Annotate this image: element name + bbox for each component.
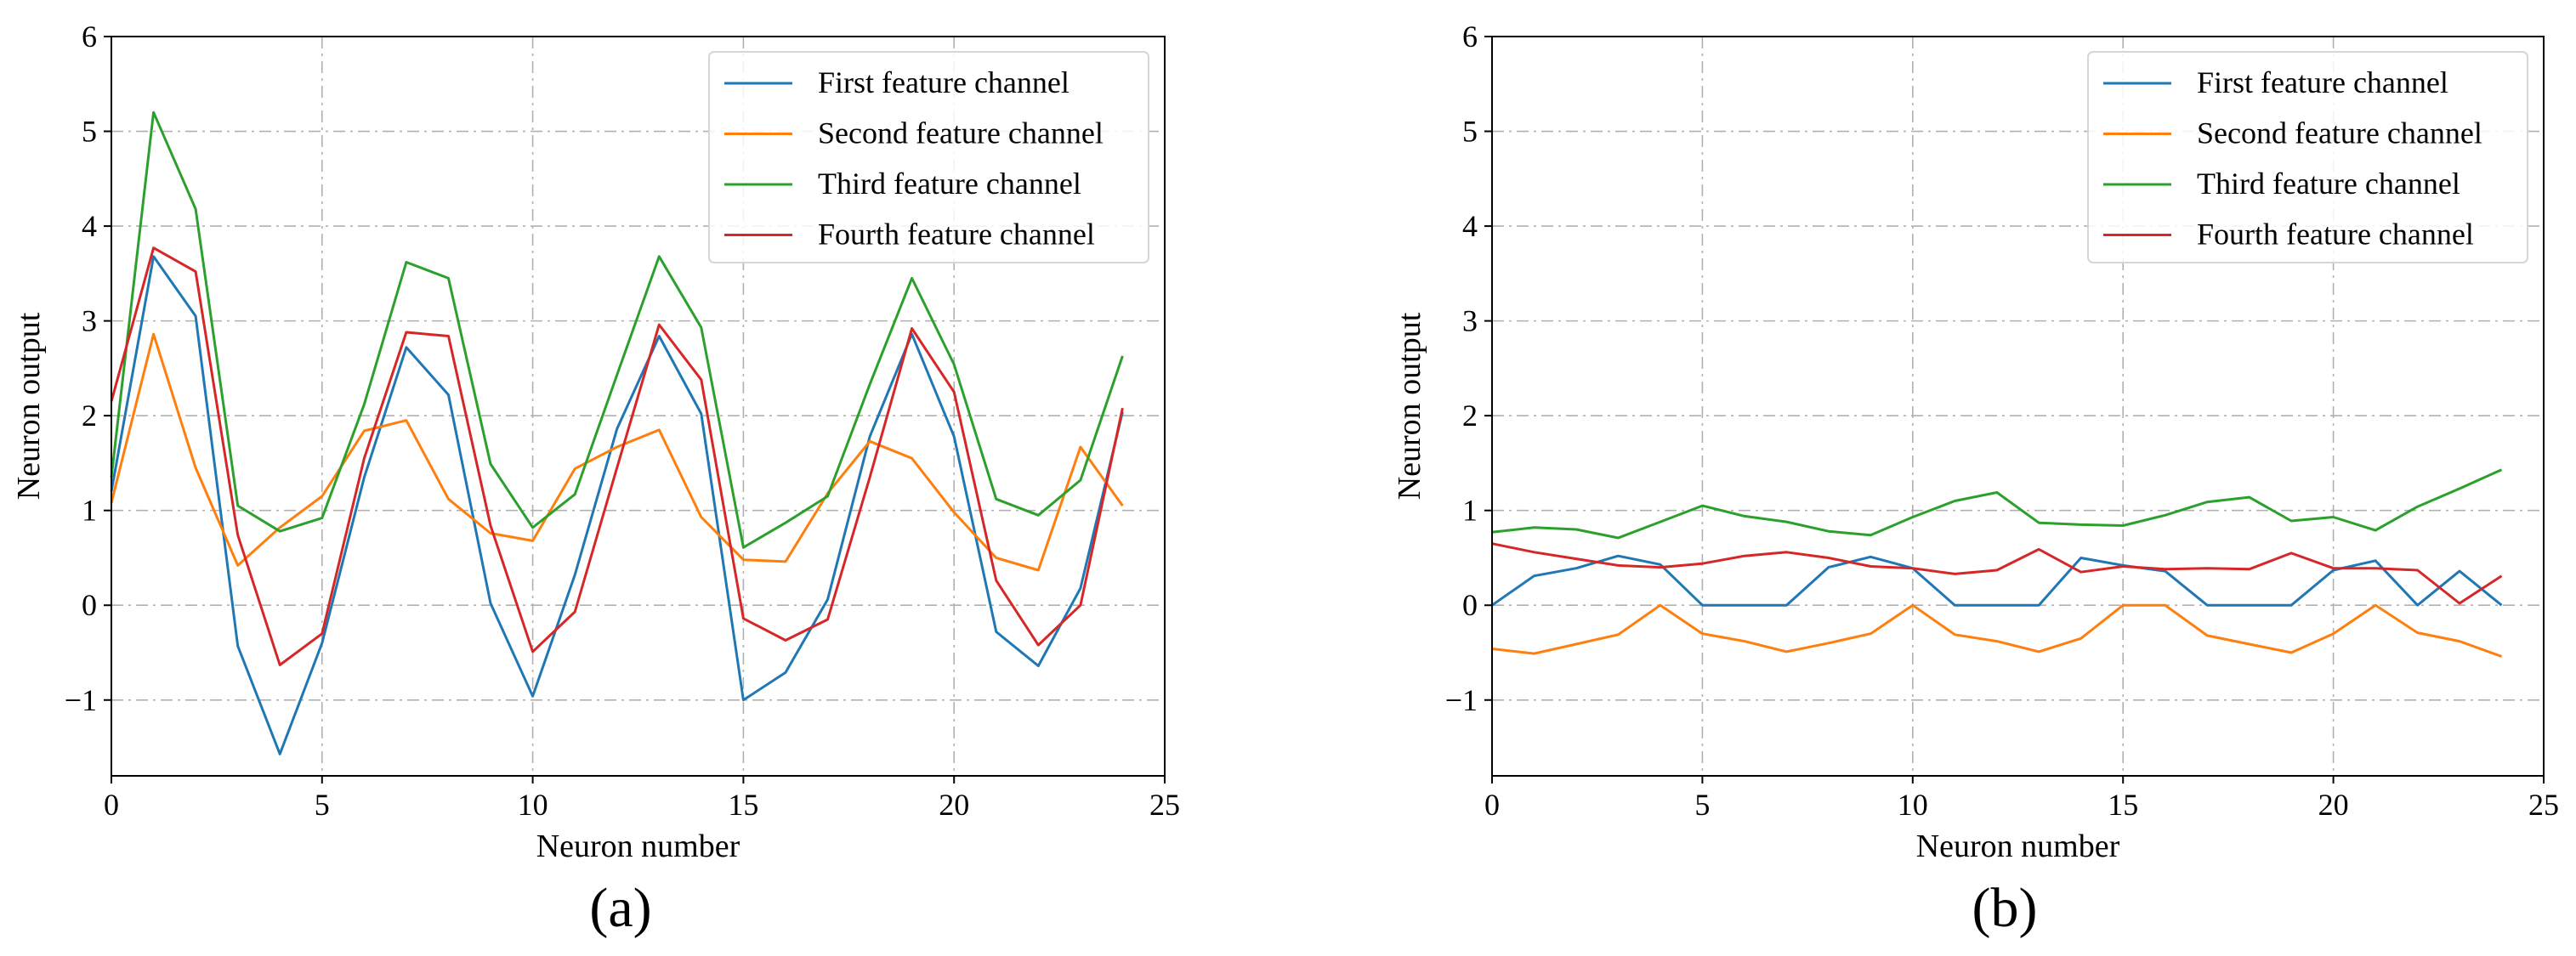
chart-panel-a: 0 5 10 15 20 25 −1 0 1 2 3 4 5 6 Neuron number Neuron o… <box>11 20 1180 939</box>
panel-caption: (a) <box>589 877 651 939</box>
y-tick-label: 3 <box>1462 304 1478 338</box>
x-tick-label: 20 <box>939 788 969 822</box>
x-tick-label: 5 <box>315 788 330 822</box>
legend-label-4: Fourth feature channel <box>818 218 1095 252</box>
chart-panel-b: 0 5 10 15 20 25 −1 0 1 2 3 4 5 6 Neuron number Neuron o… <box>1392 20 2559 939</box>
y-tick-label: 6 <box>1462 20 1478 54</box>
y-axis-label: Neuron output <box>1392 312 1427 500</box>
series-line-2 <box>110 332 1124 572</box>
y-tick-label: 2 <box>1462 399 1478 433</box>
y-tick-label: 5 <box>1462 115 1478 149</box>
y-tick-label: 3 <box>82 304 97 338</box>
y-tick-label: 6 <box>82 20 97 54</box>
plot-frame <box>1491 36 2545 777</box>
y-tick-label: 2 <box>82 399 97 433</box>
plot-frame <box>111 36 1166 777</box>
legend-frame <box>708 51 1149 263</box>
panel-caption: (b) <box>1972 877 2038 939</box>
legend-frame <box>2087 51 2528 263</box>
x-tick-label: 10 <box>1898 788 1928 822</box>
x-tick-label: 0 <box>104 788 119 822</box>
series-line-1 <box>1491 554 2503 607</box>
series-line-4 <box>1491 542 2503 605</box>
x-axis-label: Neuron number <box>1916 829 2120 864</box>
legend-label-1: First feature channel <box>818 65 1070 99</box>
y-tick-label: 1 <box>82 494 97 528</box>
legend: First feature channel Second feature chan… <box>2087 51 2528 263</box>
legend-label-3: Third feature channel <box>2197 167 2460 201</box>
y-tick-label: −1 <box>65 683 97 717</box>
x-axis-label: Neuron number <box>536 829 740 864</box>
y-tick-label: 1 <box>1462 494 1478 528</box>
x-tick-label: 0 <box>1484 788 1500 822</box>
y-tick-label: 0 <box>1462 588 1478 622</box>
x-tick-label: 25 <box>1149 788 1180 822</box>
series-line-4 <box>110 246 1124 666</box>
x-tick-label: 5 <box>1694 788 1710 822</box>
y-axis-label: Neuron output <box>11 312 47 500</box>
x-tick-label: 10 <box>518 788 548 822</box>
legend-label-4: Fourth feature channel <box>2197 218 2474 252</box>
legend: First feature channel Second feature chan… <box>708 51 1149 263</box>
y-tick-label: 4 <box>82 209 97 243</box>
x-tick-label: 15 <box>728 788 758 822</box>
series-line-2 <box>1491 603 2503 658</box>
y-tick-label: 5 <box>82 115 97 149</box>
y-tick-label: −1 <box>1445 683 1478 717</box>
y-tick-label: 0 <box>82 588 97 622</box>
x-tick-label: 20 <box>2318 788 2349 822</box>
series-line-3 <box>1491 468 2503 540</box>
x-tick-label: 15 <box>2108 788 2138 822</box>
legend-label-3: Third feature channel <box>818 167 1081 201</box>
series-line-1 <box>110 255 1124 755</box>
y-tick-label: 4 <box>1462 209 1478 243</box>
legend-label-2: Second feature channel <box>2197 116 2482 150</box>
x-tick-label: 25 <box>2528 788 2559 822</box>
legend-label-2: Second feature channel <box>818 116 1104 150</box>
series-line-3 <box>110 110 1124 549</box>
legend-label-1: First feature channel <box>2197 65 2448 99</box>
